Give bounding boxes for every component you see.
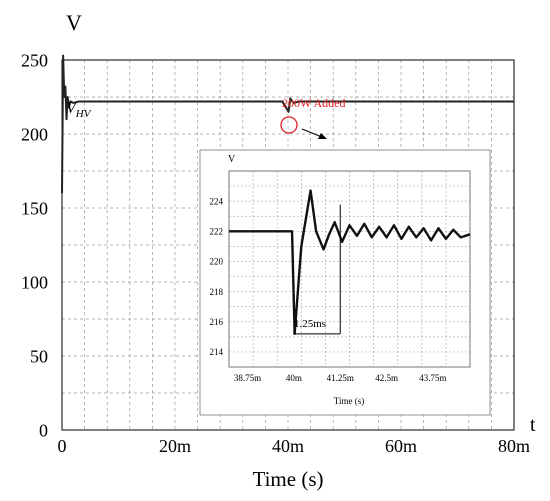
y-tick-label: 200 bbox=[21, 124, 48, 144]
x-tick-label: 42.5m bbox=[375, 373, 398, 383]
y-tick-label: 250 bbox=[21, 50, 48, 70]
main-plot-frame bbox=[61, 59, 515, 431]
series-line bbox=[229, 189, 471, 336]
arrow-head-icon bbox=[318, 133, 327, 139]
y-tick-label: 224 bbox=[210, 196, 224, 206]
x-tick-label: 20m bbox=[159, 436, 191, 456]
annotation-circle bbox=[280, 116, 298, 134]
y-tick-label: 100 bbox=[21, 272, 48, 292]
main-y-axis-label: V bbox=[66, 10, 82, 35]
inset-annotation-1-25ms: 1.25ms bbox=[294, 318, 326, 330]
inset-plot-frame bbox=[228, 170, 471, 368]
series-line bbox=[61, 54, 514, 194]
x-tick-label: 80m bbox=[498, 436, 530, 456]
x-tick-label: 40m bbox=[286, 373, 302, 383]
inset-panel bbox=[199, 149, 491, 416]
annotation-arrow bbox=[301, 128, 323, 138]
x-tick-label: 0 bbox=[58, 436, 67, 456]
inset-x-axis-label: Time (s) bbox=[334, 396, 364, 406]
y-tick-label: 0 bbox=[39, 420, 48, 440]
inset-y-tick-labels: 214 216 218 220 222 224 bbox=[210, 196, 224, 357]
inset-duration-bracket bbox=[293, 204, 341, 335]
main-x-tick-labels: 0 20m 40m 60m 80m bbox=[58, 436, 531, 456]
main-x-axis-label: Time (s) bbox=[253, 467, 324, 491]
x-tick-label: 38.75m bbox=[234, 373, 261, 383]
inset-series-vhv bbox=[229, 189, 471, 336]
x-tick-label: 43.75m bbox=[419, 373, 446, 383]
annotation-200w-added: 200W Added bbox=[282, 96, 345, 110]
series-label-vhv: VHV bbox=[66, 100, 92, 120]
y-tick-label: 222 bbox=[210, 226, 224, 236]
x-tick-label: 41.25m bbox=[327, 373, 354, 383]
main-series-vhv bbox=[61, 54, 514, 194]
main-x-axis-end-label: t bbox=[530, 414, 536, 436]
inset-x-tick-labels: 38.75m 40m 41.25m 42.5m 43.75m bbox=[234, 373, 447, 383]
y-tick-label: 214 bbox=[210, 347, 224, 357]
y-tick-label: 218 bbox=[210, 287, 224, 297]
y-tick-label: 150 bbox=[21, 198, 48, 218]
inset-grid bbox=[229, 171, 470, 367]
x-tick-label: 60m bbox=[385, 436, 417, 456]
y-tick-label: 50 bbox=[30, 346, 48, 366]
y-tick-label: 216 bbox=[210, 317, 224, 327]
x-tick-label: 40m bbox=[272, 436, 304, 456]
inset-y-axis-label: V bbox=[228, 154, 236, 165]
y-tick-label: 220 bbox=[210, 257, 224, 267]
main-y-tick-labels: 0 50 100 150 200 250 bbox=[21, 50, 48, 440]
